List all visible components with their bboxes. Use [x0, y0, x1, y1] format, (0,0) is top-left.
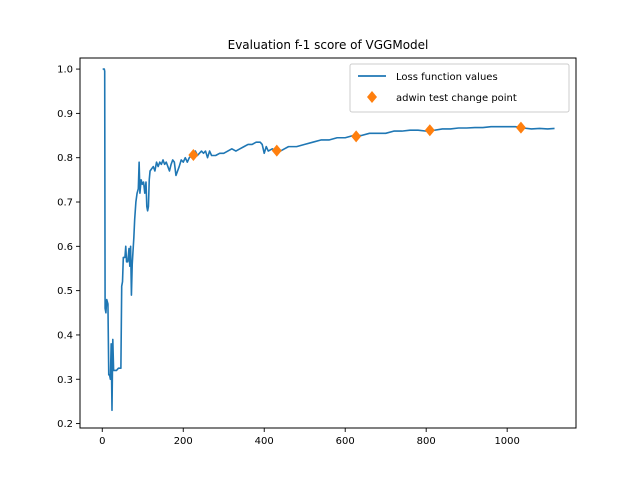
- change-point-marker-4: [424, 124, 435, 137]
- x-tick-label-800: 800: [417, 436, 436, 447]
- x-tick-label-0: 0: [99, 436, 105, 447]
- y-tick-label-0.2: 0.2: [57, 419, 73, 430]
- y-tick-label-0.4: 0.4: [57, 330, 73, 341]
- y-tick-label-0.3: 0.3: [57, 375, 73, 386]
- change-point-marker-1: [188, 149, 199, 162]
- x-tick-label-1000: 1000: [494, 436, 519, 447]
- y-tick-label-1.0: 1.0: [57, 65, 73, 76]
- x-tick-label-200: 200: [174, 436, 193, 447]
- y-tick-label-0.6: 0.6: [57, 242, 73, 253]
- x-tick-label-600: 600: [336, 436, 355, 447]
- legend-box: [349, 63, 570, 113]
- legend-diamond-swatch: [367, 91, 377, 103]
- change-point-marker-3: [351, 130, 362, 143]
- change-point-marker-2: [271, 144, 282, 157]
- axis-ticks: 0 200 400 600 800 1000 0.2 0.3 0.4 0.5 0.6 0.7 0.8 0.…: [57, 65, 520, 447]
- y-tick-label-0.8: 0.8: [57, 153, 73, 164]
- plot-area: [102, 68, 555, 412]
- y-tick-label-0.5: 0.5: [57, 286, 73, 297]
- legend: Loss function values adwin test change p…: [349, 63, 570, 113]
- x-tick-label-400: 400: [255, 436, 274, 447]
- series-line-loss-function-values: [102, 68, 555, 412]
- change-point-marker-5: [515, 121, 526, 134]
- chart-title: Evaluation f-1 score of VGGModel: [228, 38, 429, 52]
- legend-label-loss: Loss function values: [396, 72, 498, 83]
- y-tick-label-0.9: 0.9: [57, 109, 73, 120]
- axes-frame: [79, 57, 577, 429]
- legend-label-adwin: adwin test change point: [396, 93, 517, 104]
- y-tick-label-0.7: 0.7: [57, 198, 73, 209]
